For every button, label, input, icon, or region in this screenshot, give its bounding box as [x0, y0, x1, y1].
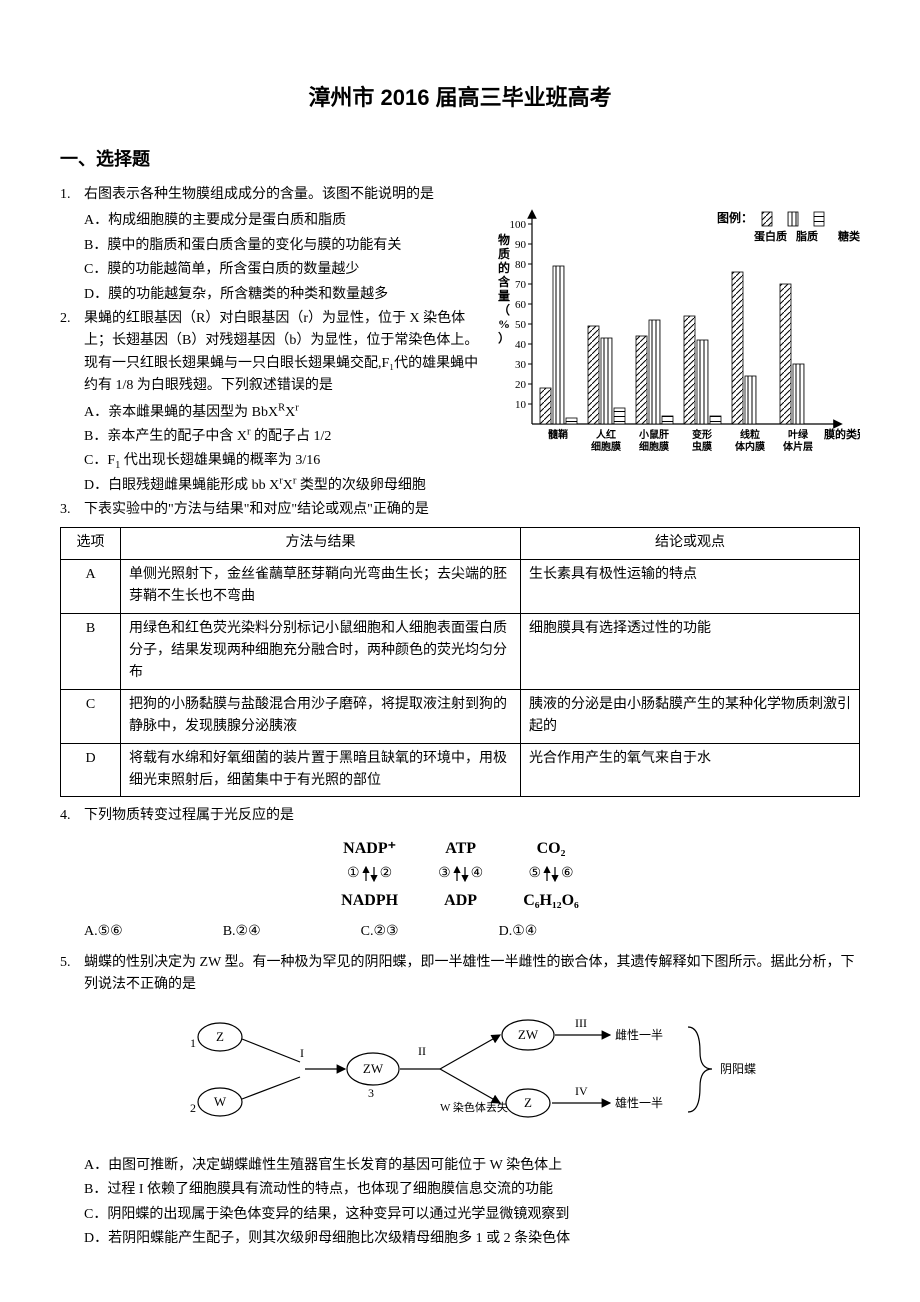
q4-figure: NADP⁺ ①② NADPHATP ③④ ADPCO₂ ⑤⑥ C₆H₁₂O₆	[60, 836, 860, 914]
q4-option-b: B.②④	[223, 921, 261, 943]
q2-option-b: B．亲本产生的配子中含 Xr 的配子占 1/2	[60, 426, 860, 448]
cell-option: C	[61, 689, 121, 743]
th-method: 方法与结果	[121, 528, 521, 559]
table-header-row: 选项 方法与结果 结论或观点	[61, 528, 860, 559]
svg-text:60: 60	[515, 299, 527, 311]
question-1: 1. 右图表示各种生物膜组成成分的含量。该图不能说明的是	[60, 184, 480, 206]
cell-method: 把狗的小肠黏膜与盐酸混合用沙子磨碎，将提取液注射到狗的静脉中，发现胰腺分泌胰液	[121, 689, 521, 743]
cell-conclusion: 胰液的分泌是由小肠黏膜产生的某种化学物质刺激引起的	[521, 689, 860, 743]
svg-text:雌性一半: 雌性一半	[615, 1027, 663, 1042]
svg-text:70: 70	[515, 279, 527, 291]
cell-option: B	[61, 613, 121, 689]
q2-option-a: A．亲本雌果蝇的基因型为 BbXRXr	[60, 402, 860, 424]
svg-text:30: 30	[515, 359, 527, 371]
svg-text:的: 的	[498, 260, 510, 275]
question-2: 2. 果蝇的红眼基因（R）对白眼基因（r）为显性，位于 X 染色体上；长翅基因（…	[60, 308, 480, 398]
cell-conclusion: 生长素具有极性运输的特点	[521, 559, 860, 613]
cell-option: D	[61, 743, 121, 797]
q4-num: 4.	[60, 805, 71, 827]
cell-option: A	[61, 559, 121, 613]
svg-text:蛋白质: 蛋白质	[754, 229, 787, 243]
page-title: 漳州市 2016 届高三毕业班高考	[60, 80, 860, 115]
svg-text:ZW: ZW	[363, 1061, 384, 1076]
svg-text:Z: Z	[216, 1029, 224, 1044]
q1-num: 1.	[60, 184, 71, 206]
svg-text:40: 40	[515, 339, 527, 351]
q5-diagram: Z 1 W 2 I ZW 3 II W 染色体丢失 ZW III 雌性一半 Z IV 雄性一半 阴阳蝶	[60, 1007, 860, 1145]
svg-text:80: 80	[515, 259, 527, 271]
svg-text:W 染色体丢失: W 染色体丢失	[440, 1100, 508, 1114]
table-row: A 单侧光照射下，金丝雀虉草胚芽鞘向光弯曲生长；去尖端的胚芽鞘不生长也不弯曲 生…	[61, 559, 860, 613]
q2-option-c: C．F1 代出现长翅雄果蝇的概率为 3/16	[60, 450, 860, 472]
svg-text:Z: Z	[524, 1095, 532, 1110]
svg-text:W: W	[214, 1094, 227, 1109]
svg-text:1: 1	[190, 1036, 196, 1050]
cell-method: 单侧光照射下，金丝雀虉草胚芽鞘向光弯曲生长；去尖端的胚芽鞘不生长也不弯曲	[121, 559, 521, 613]
q5-text: 蝴蝶的性别决定为 ZW 型。有一种极为罕见的阴阳蝶，即一半雄性一半雌性的嵌合体，…	[84, 955, 855, 992]
svg-text:2: 2	[190, 1101, 196, 1115]
svg-text:100: 100	[510, 219, 527, 231]
svg-text:含: 含	[498, 274, 511, 289]
svg-text:量: 量	[498, 289, 510, 303]
section-heading: 一、选择题	[60, 145, 860, 174]
q4-option-c: C.②③	[361, 921, 399, 943]
q5-option-c: C．阴阳蝶的出现属于染色体变异的结果，这种变异可以通过光学显微镜观察到	[60, 1204, 860, 1226]
svg-text:（: （	[498, 302, 510, 317]
svg-text:III: III	[575, 1016, 587, 1030]
q1-text: 右图表示各种生物膜组成成分的含量。该图不能说明的是	[84, 187, 434, 202]
svg-text:50: 50	[515, 319, 527, 331]
q3-table: 选项 方法与结果 结论或观点 A 单侧光照射下，金丝雀虉草胚芽鞘向光弯曲生长；去…	[60, 527, 860, 797]
q5-option-d: D．若阴阳蝶能产生配子，则其次级卵母细胞比次级精母细胞多 1 或 2 条染色体	[60, 1228, 860, 1250]
svg-text:雄性一半: 雄性一半	[615, 1095, 663, 1110]
table-row: B 用绿色和红色荧光染料分别标记小鼠细胞和人细胞表面蛋白质分子，结果发现两种细胞…	[61, 613, 860, 689]
table-row: D 将载有水绵和好氧细菌的装片置于黑暗且缺氧的环境中，用极细光束照射后，细菌集中…	[61, 743, 860, 797]
svg-text:脂质: 脂质	[795, 229, 818, 243]
svg-text:ZW: ZW	[518, 1027, 539, 1042]
q5-option-b: B．过程 I 依赖了细胞膜具有流动性的特点，也体现了细胞膜信息交流的功能	[60, 1179, 860, 1201]
q3-text: 下表实验中的"方法与结果"和对应"结论或观点"正确的是	[84, 502, 429, 517]
q2-text: 果蝇的红眼基因（R）对白眼基因（r）为显性，位于 X 染色体上；长翅基因（B）对…	[84, 311, 478, 393]
q1-option-d: D．膜的功能越复杂，所含糖类的种类和数量越多	[60, 284, 480, 306]
svg-text:质: 质	[498, 246, 510, 261]
question-4: 4. 下列物质转变过程属于光反应的是	[60, 805, 860, 827]
q5-num: 5.	[60, 952, 71, 974]
q2-option-d: D．白眼残翅雌果蝇能形成 bb XrXr 类型的次级卵母细胞	[60, 475, 860, 497]
svg-text:3: 3	[368, 1086, 374, 1100]
table-row: C 把狗的小肠黏膜与盐酸混合用沙子磨碎，将提取液注射到狗的静脉中，发现胰腺分泌胰…	[61, 689, 860, 743]
svg-text:IV: IV	[575, 1084, 588, 1098]
svg-text:20: 20	[515, 379, 527, 391]
th-option: 选项	[61, 528, 121, 559]
q4-option-a: A.⑤⑥	[84, 921, 123, 943]
svg-text:I: I	[300, 1046, 304, 1060]
question-3: 3. 下表实验中的"方法与结果"和对应"结论或观点"正确的是	[60, 499, 860, 521]
svg-text:图例：: 图例：	[717, 210, 753, 225]
q1-option-a: A．构成细胞膜的主要成分是蛋白质和脂质	[60, 210, 480, 232]
q5-option-a: A．由图可推断，决定蝴蝶雌性生殖器官生长发育的基因可能位于 W 染色体上	[60, 1155, 860, 1177]
q4-option-d: D.①④	[499, 921, 538, 943]
svg-text:90: 90	[515, 239, 527, 251]
q1-option-c: C．膜的功能越简单，所含蛋白质的数量越少	[60, 259, 480, 281]
q4-options-row: A.⑤⑥ B.②④ C.②③ D.①④	[60, 921, 860, 943]
cell-method: 用绿色和红色荧光染料分别标记小鼠细胞和人细胞表面蛋白质分子，结果发现两种细胞充分…	[121, 613, 521, 689]
cell-conclusion: 细胞膜具有选择透过性的功能	[521, 613, 860, 689]
q3-num: 3.	[60, 499, 71, 521]
svg-text:II: II	[418, 1044, 426, 1058]
q1-option-b: B．膜中的脂质和蛋白质含量的变化与膜的功能有关	[60, 235, 480, 257]
q4-text: 下列物质转变过程属于光反应的是	[84, 808, 294, 823]
cell-conclusion: 光合作用产生的氧气来自于水	[521, 743, 860, 797]
svg-text:物: 物	[498, 232, 510, 247]
th-conclusion: 结论或观点	[521, 528, 860, 559]
svg-text:糖类: 糖类	[838, 229, 860, 243]
svg-text:阴阳蝶: 阴阳蝶	[720, 1061, 756, 1076]
svg-text:%: %	[498, 317, 510, 331]
svg-text:）: ）	[498, 330, 510, 345]
cell-method: 将载有水绵和好氧细菌的装片置于黑暗且缺氧的环境中，用极细光束照射后，细菌集中于有…	[121, 743, 521, 797]
question-5: 5. 蝴蝶的性别决定为 ZW 型。有一种极为罕见的阴阳蝶，即一半雄性一半雌性的嵌…	[60, 952, 860, 997]
q2-num: 2.	[60, 308, 71, 330]
